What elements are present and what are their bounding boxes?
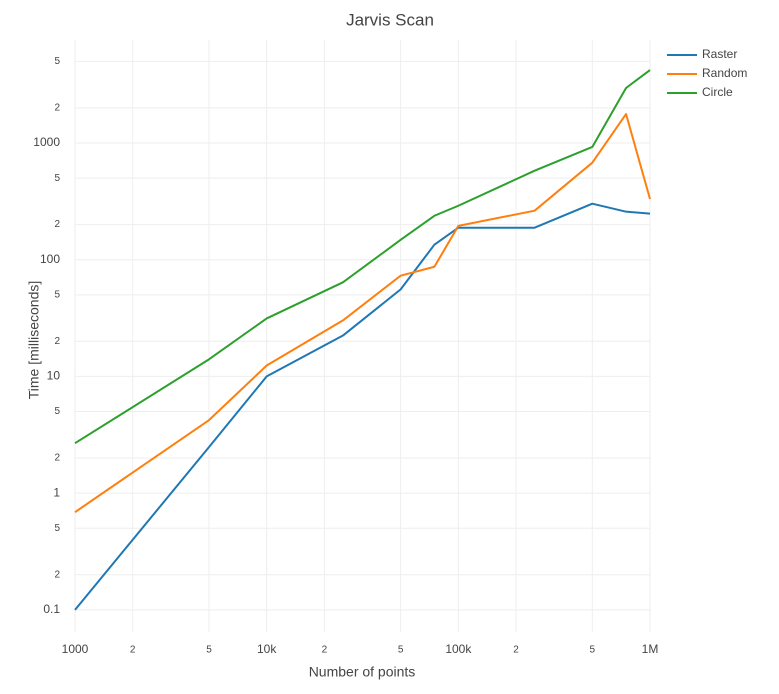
x-axis-title: Number of points bbox=[309, 664, 416, 680]
x-tick-label: 2 bbox=[322, 645, 328, 656]
y-tick-label: 5 bbox=[54, 406, 60, 417]
y-tick-label: 2 bbox=[54, 336, 60, 347]
y-tick-label: 10 bbox=[47, 369, 61, 383]
y-tick-label: 100 bbox=[40, 252, 60, 266]
legend-label: Random bbox=[702, 66, 747, 80]
x-tick-label: 5 bbox=[398, 645, 404, 656]
y-tick-label: 2 bbox=[54, 453, 60, 464]
y-tick-label: 2 bbox=[54, 103, 60, 114]
x-tick-label: 5 bbox=[590, 645, 596, 656]
y-tick-label: 5 bbox=[54, 173, 60, 184]
y-tick-label: 0.1 bbox=[43, 602, 60, 616]
x-tick-label: 5 bbox=[206, 645, 212, 656]
series-line bbox=[74, 69, 651, 445]
legend-label: Circle bbox=[702, 85, 733, 99]
y-tick-label: 1000 bbox=[33, 135, 60, 149]
x-tick-label: 10k bbox=[257, 642, 277, 656]
y-tick-label: 5 bbox=[54, 56, 60, 67]
x-tick-label: 1M bbox=[642, 642, 659, 656]
y-tick-label: 1 bbox=[53, 485, 60, 499]
x-tick-label: 2 bbox=[513, 645, 519, 656]
legend-label: Raster bbox=[702, 47, 737, 61]
x-tick-label: 100k bbox=[445, 642, 472, 656]
series-line bbox=[74, 113, 651, 513]
x-tick-label: 2 bbox=[130, 645, 136, 656]
y-tick-label: 2 bbox=[54, 219, 60, 230]
y-axis-title: Time [milliseconds] bbox=[26, 281, 42, 400]
chart-title: Jarvis Scan bbox=[346, 10, 434, 29]
y-tick-label: 2 bbox=[54, 569, 60, 580]
series-line bbox=[74, 202, 651, 611]
y-tick-label: 5 bbox=[54, 289, 60, 300]
x-tick-label: 1000 bbox=[62, 642, 89, 656]
y-tick-label: 5 bbox=[54, 523, 60, 534]
